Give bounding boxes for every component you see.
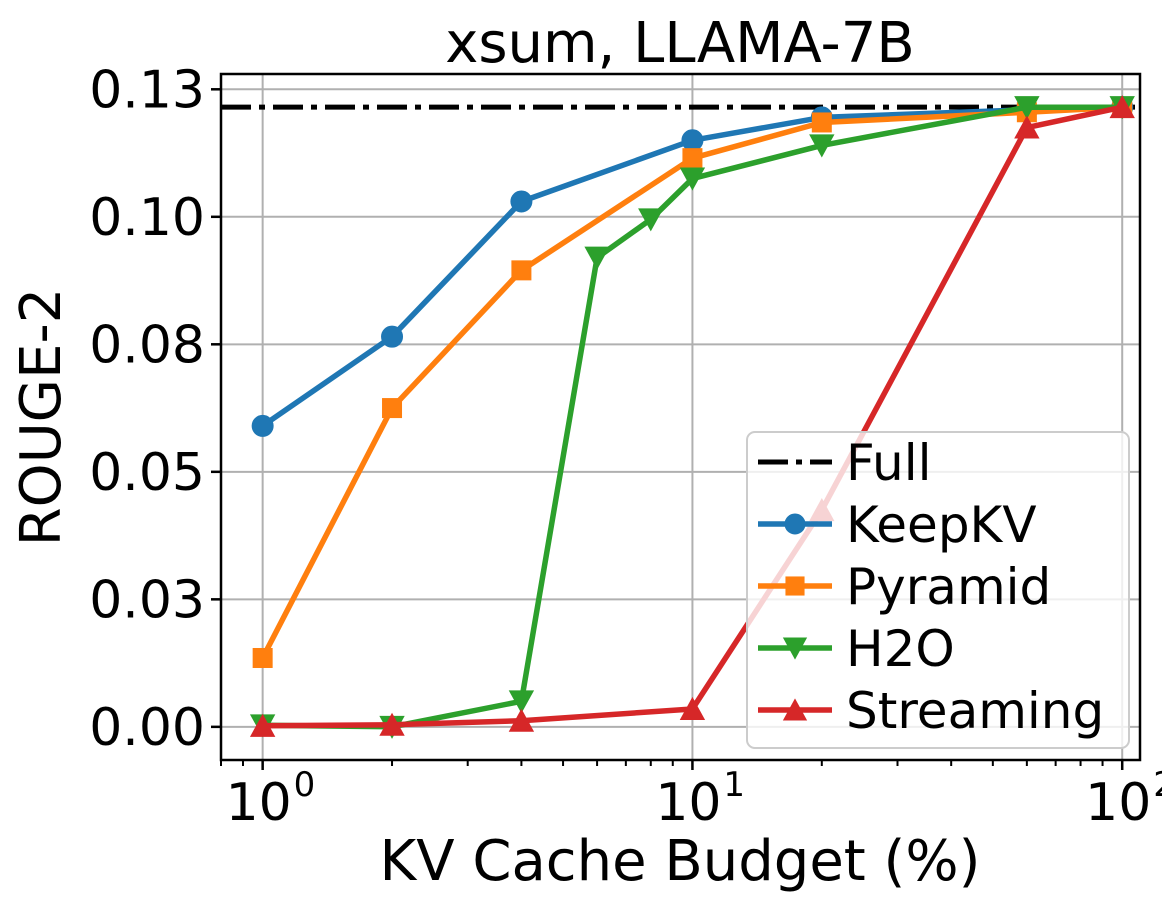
- data-point-keepkv: [681, 129, 704, 152]
- series-layer: [249, 95, 1135, 739]
- data-point-h2o: [1014, 96, 1040, 120]
- data-point-streaming: [1109, 95, 1135, 119]
- data-point-h2o: [638, 208, 664, 232]
- data-point-keepkv: [251, 414, 274, 437]
- data-point-pyramid: [811, 112, 832, 133]
- legend-marker-pyramid: [785, 576, 805, 596]
- legend-marker-h2o: [782, 637, 808, 660]
- y-tick-label: 0.13: [89, 60, 205, 120]
- data-point-streaming: [508, 708, 535, 732]
- data-point-h2o: [809, 134, 835, 158]
- legend-label-full: Full: [846, 434, 932, 492]
- y-tick-label: 0.10: [89, 188, 205, 248]
- data-point-streaming: [379, 712, 405, 736]
- x-tick-exponent: 1: [723, 765, 745, 805]
- data-point-streaming: [1014, 115, 1040, 139]
- data-point-streaming: [249, 713, 276, 737]
- legend-label-keepkv: KeepKV: [846, 496, 1037, 554]
- x-tick-label: 10: [1085, 773, 1151, 833]
- data-point-h2o: [679, 167, 706, 191]
- legend-label-streaming: Streaming: [846, 682, 1104, 740]
- y-tick-label: 0.03: [89, 570, 205, 630]
- y-axis-label: ROUGE-2: [9, 288, 74, 547]
- y-tick-label: 0.05: [89, 443, 205, 503]
- data-point-keepkv: [510, 190, 533, 213]
- data-point-pyramid: [382, 398, 403, 419]
- chart-title: xsum, LLAMA-7B: [445, 11, 915, 76]
- series-streaming: [249, 95, 1135, 737]
- x-tick-label: 10: [226, 773, 292, 833]
- data-point-pyramid: [682, 148, 703, 169]
- data-point-pyramid: [511, 260, 532, 281]
- legend-marker-streaming: [782, 698, 808, 721]
- x-tick-exponent: 2: [1153, 765, 1162, 805]
- y-tick-label: 0.08: [89, 315, 205, 375]
- x-tick-label: 10: [655, 773, 721, 833]
- x-tick-exponent: 0: [294, 765, 316, 805]
- legend-marker-keepkv: [784, 513, 806, 535]
- ticks: 0.000.030.050.080.100.13100101102: [89, 60, 1162, 833]
- data-point-keepkv: [381, 325, 404, 348]
- plot-frame: [219, 72, 1142, 762]
- legend-label-h2o: H2O: [846, 620, 955, 678]
- data-point-streaming: [679, 696, 706, 720]
- legend-box: [746, 431, 1130, 749]
- data-point-h2o: [508, 690, 535, 714]
- legend-label-pyramid: Pyramid: [846, 558, 1051, 616]
- x-axis-label: KV Cache Budget (%): [380, 829, 981, 894]
- data-point-h2o: [584, 246, 610, 270]
- y-tick-label: 0.00: [89, 698, 205, 758]
- data-point-pyramid: [252, 647, 273, 668]
